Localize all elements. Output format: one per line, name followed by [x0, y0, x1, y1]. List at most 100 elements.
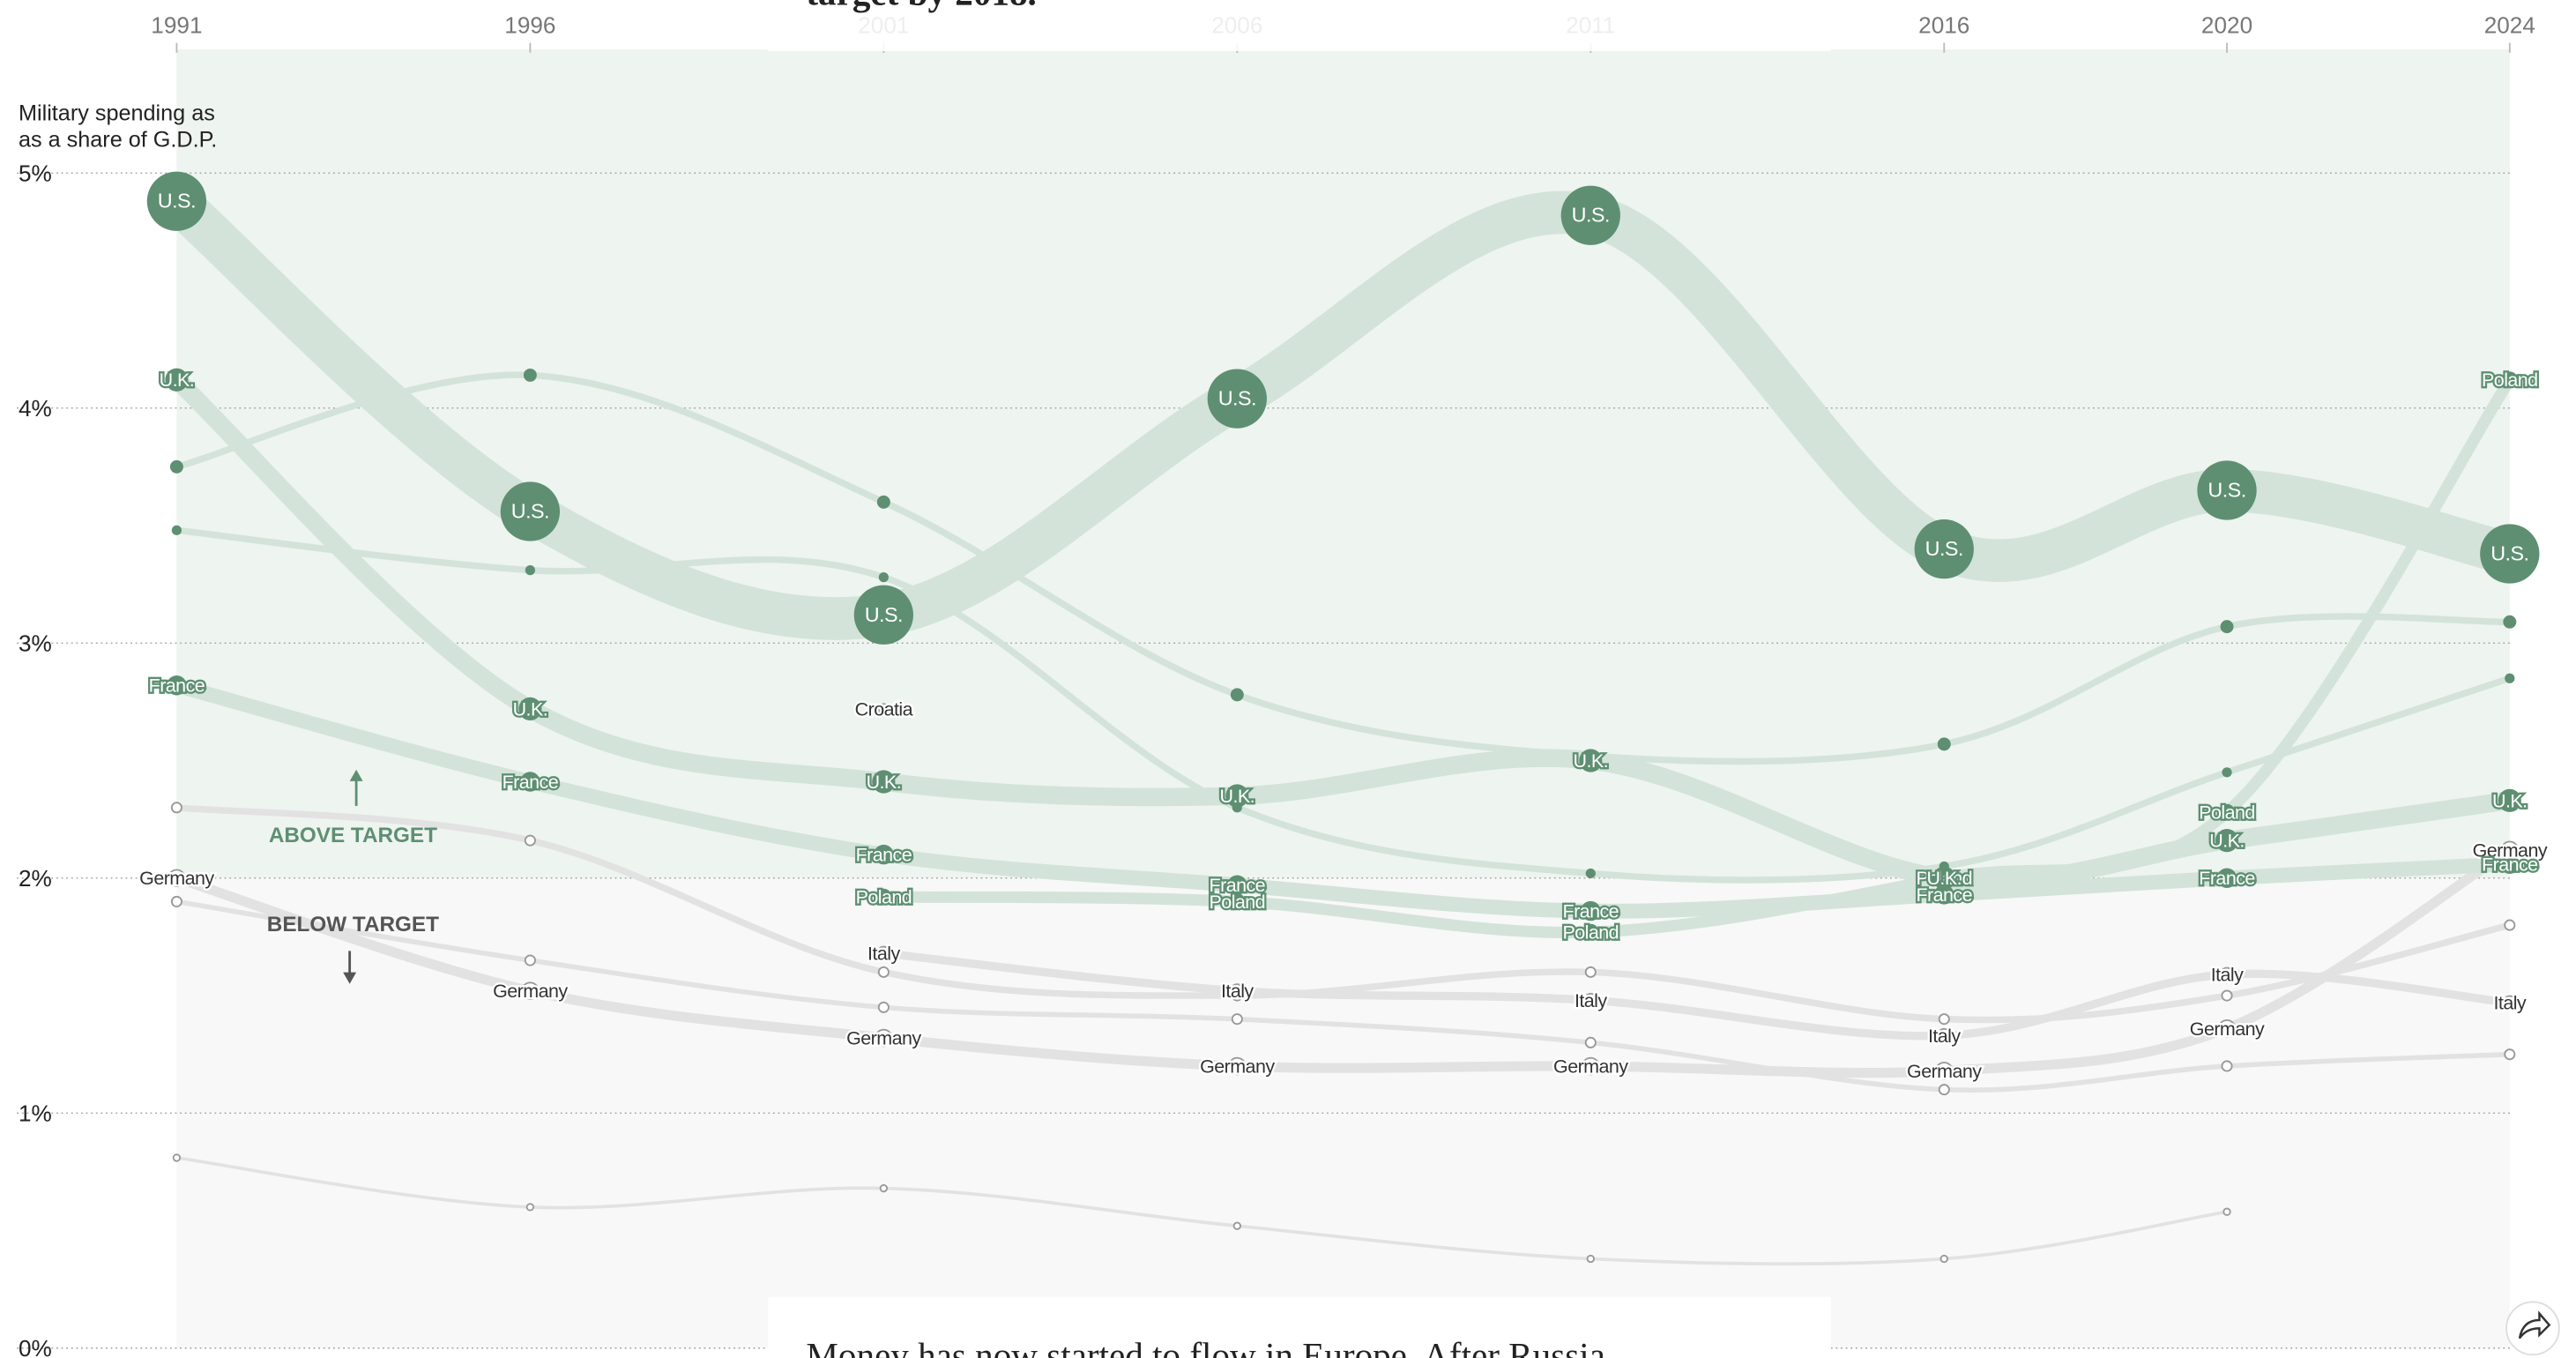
point-label: Poland: [2199, 802, 2255, 824]
point-label: Germany: [1200, 1056, 1275, 1077]
series-line: [879, 949, 2514, 1041]
data-point: [1225, 784, 1249, 808]
point-label: France: [503, 772, 559, 793]
point-label: Poland: [1916, 868, 1972, 889]
data-point: [170, 802, 182, 814]
data-point: [1934, 1062, 1954, 1080]
point-label: U.S.: [158, 190, 196, 213]
data-point: [2215, 829, 2239, 853]
y-tick-label: 0%: [19, 1335, 52, 1358]
data-point: [1579, 749, 1603, 772]
data-point: [1584, 966, 1597, 978]
data-point: [165, 368, 189, 392]
data-point: [1207, 369, 1267, 429]
narrative-panel: [768, 0, 1831, 51]
point-label: Italy: [1575, 990, 1607, 1011]
data-point: [525, 1203, 535, 1212]
point-label: U.S.: [1218, 387, 1256, 410]
point-label: U.K.: [1574, 750, 1609, 772]
series-line: [173, 804, 2513, 1024]
data-point: [875, 945, 891, 961]
data-point: [1228, 1056, 1247, 1076]
point-label: U.K.: [1926, 868, 1962, 889]
data-point: [877, 1001, 890, 1013]
point-label: U.K.: [2209, 831, 2245, 852]
data-point: [1938, 1084, 1950, 1096]
data-point: [1936, 1027, 1952, 1043]
point-label: U.S.: [511, 499, 549, 522]
point-label: Germany: [493, 981, 568, 1002]
data-point: [853, 585, 913, 645]
data-point: [2216, 868, 2237, 888]
data-point: [525, 565, 535, 576]
data-point: [1934, 884, 1954, 905]
y-tick-label: 2%: [19, 865, 52, 892]
narrative-text: target by 2018.: [806, 0, 1036, 13]
data-point: [2221, 989, 2233, 1002]
data-point: [876, 495, 890, 509]
series-line: [173, 526, 2513, 884]
y-tick-label: 5%: [19, 160, 52, 187]
data-point: [2480, 524, 2540, 584]
y-tick-label: 1%: [19, 1101, 52, 1127]
narrative-text: Money has now started to flow in Europe.…: [806, 1335, 1605, 1358]
series-line: [171, 845, 2515, 1078]
data-point: [872, 770, 896, 794]
point-label: France: [1917, 884, 1973, 906]
arrow-head: [349, 769, 363, 781]
data-point: [877, 703, 890, 715]
data-point: [2197, 460, 2257, 520]
data-point: [1232, 1221, 1241, 1230]
data-point: [2220, 620, 2234, 634]
data-point: [878, 572, 889, 583]
narrative-panel: [768, 1296, 1831, 1358]
arrow-head: [343, 972, 357, 984]
data-point: [523, 368, 537, 382]
y-axis-label: Military spending as: [19, 101, 215, 125]
point-label: Germany: [1553, 1056, 1628, 1077]
point-label: Poland: [2482, 369, 2538, 391]
point-label: France: [1563, 901, 1619, 922]
data-point: [1582, 1056, 1600, 1076]
data-point: [521, 981, 540, 1000]
data-point: [2499, 854, 2520, 874]
share-icon[interactable]: [2518, 1310, 2551, 1339]
data-point: [879, 1183, 889, 1193]
data-point: [520, 772, 540, 792]
point-label: U.S.: [2207, 479, 2245, 502]
point-label: Croatia: [855, 698, 913, 720]
data-point: [1938, 1013, 1950, 1026]
point-label: U.S.: [1925, 537, 1963, 560]
data-point: [1581, 900, 1601, 922]
point-label: France: [2482, 854, 2538, 875]
data-point: [170, 895, 182, 907]
point-label: U.S.: [1572, 204, 1610, 227]
above-target-label: ABOVE TARGET: [269, 824, 437, 847]
data-point: [172, 1153, 182, 1162]
series-line: [174, 899, 2513, 1093]
point-label: U.K.: [1220, 786, 1255, 807]
data-point: [2502, 995, 2518, 1011]
data-point: [171, 525, 182, 535]
data-point: [146, 171, 207, 231]
point-label: Italy: [1221, 981, 1254, 1002]
data-point: [1584, 1036, 1597, 1048]
data-point: [2504, 1048, 2516, 1061]
point-label: Germany: [139, 868, 214, 889]
share-button[interactable]: [2505, 1301, 2560, 1356]
data-point: [168, 869, 186, 888]
data-point: [1932, 866, 1956, 890]
data-point: [2503, 615, 2517, 629]
series-line: [168, 677, 2518, 919]
data-point: [1231, 1013, 1243, 1026]
below-target-label: BELOW TARGET: [267, 913, 439, 936]
y-tick-label: 4%: [19, 395, 52, 422]
point-label: U.S.: [865, 603, 903, 626]
y-axis-label: as a share of G.D.P.: [19, 127, 217, 152]
data-point: [500, 481, 561, 541]
data-point: [2504, 919, 2516, 931]
data-point: [1585, 868, 1596, 879]
data-point: [2222, 1207, 2231, 1216]
x-tick-label: 2024: [2484, 11, 2535, 38]
